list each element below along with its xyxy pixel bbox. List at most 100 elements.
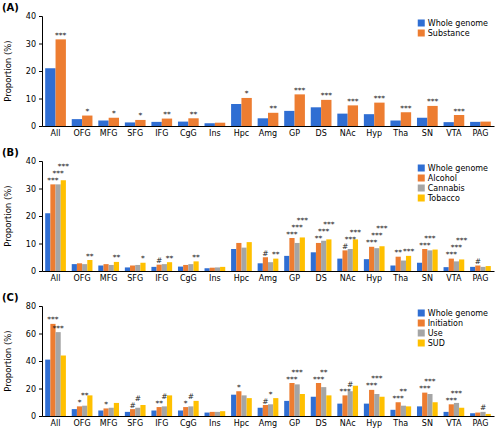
x-tick-label: CgG: [180, 274, 197, 283]
x-tick-label: CgG: [180, 129, 197, 138]
significance-mark: ***: [456, 236, 468, 245]
bar: [231, 104, 241, 126]
significance-mark: ***: [403, 247, 415, 256]
x-tick: Hyp: [366, 271, 382, 283]
x-tick: SFG: [127, 271, 143, 283]
x-tick: Amg: [259, 271, 277, 283]
bar: [353, 239, 358, 271]
y-tick-label: 20: [26, 212, 36, 221]
bar: [401, 261, 406, 271]
y-tick: 0: [31, 412, 42, 421]
y-tick-label: 40: [26, 157, 36, 166]
bar: [56, 39, 66, 126]
bar: [220, 411, 225, 416]
y-axis-line: [39, 307, 43, 417]
x-tick: SFG: [127, 126, 143, 138]
y-tick-mark: [39, 71, 42, 72]
bar: [130, 266, 135, 272]
bar: [459, 259, 464, 271]
x-tick-label: OFG: [74, 129, 91, 138]
y-tick-label: 40: [26, 12, 36, 21]
significance-mark: **: [190, 110, 198, 119]
bar: [273, 259, 278, 271]
x-tick: IFG: [155, 126, 168, 138]
panel: 010203040AllOFGMFGSFGIFGCgGInsHpcAmgGPDS…: [2, 147, 495, 283]
x-tick-label: Hpc: [234, 419, 250, 428]
y-tick-mark: [39, 126, 42, 127]
y-axis-title: Proportion (%): [3, 185, 13, 246]
x-tick: Ins: [209, 271, 221, 283]
significance-mark: **: [269, 104, 277, 113]
significance-mark: ***: [376, 224, 388, 233]
legend-item: SUD: [418, 339, 445, 348]
bar: [87, 260, 92, 271]
bar: [284, 256, 289, 271]
x-tick: All: [51, 416, 61, 428]
legend-swatch: [418, 340, 425, 347]
x-tick-label: Ins: [209, 274, 221, 283]
x-tick: SN: [422, 416, 433, 428]
x-tick-label: GP: [289, 274, 300, 283]
y-axis: 010203040: [26, 157, 43, 276]
bar: [135, 265, 140, 271]
legend-item: Tobacco: [418, 194, 460, 203]
x-tick-label: SFG: [127, 419, 143, 428]
y-tick-label: 30: [26, 40, 36, 49]
bar: [188, 406, 193, 416]
legend-swatch: [418, 320, 425, 327]
panel: 010203040AllOFGMFGSFGIFGCgGInsHpcAmgGPDS…: [2, 2, 495, 138]
bar: [268, 113, 278, 126]
x-tick-label: VTA: [446, 419, 462, 428]
bar: [396, 257, 401, 271]
significance-mark: **: [166, 254, 174, 263]
legend-swatch: [418, 195, 425, 202]
significance-mark: **: [272, 250, 280, 259]
bar: [406, 406, 411, 416]
bar: [247, 398, 252, 416]
bar: [364, 114, 374, 126]
x-tick: Ins: [209, 126, 221, 138]
y-tick-label: 10: [26, 95, 36, 104]
significance-mark: #: [475, 257, 481, 266]
bar: [353, 386, 358, 416]
plot-area: [45, 180, 491, 271]
x-tick-label: All: [51, 419, 61, 428]
significance-mark: **: [163, 110, 171, 119]
legend-item: Whole genome: [418, 164, 488, 173]
significance-mark: ***: [297, 216, 309, 225]
legend-swatch: [418, 165, 425, 172]
x-tick: SN: [422, 271, 433, 283]
legend: Whole genomeAlcoholCannabisTobacco: [418, 164, 488, 203]
y-tick: 40: [26, 157, 42, 166]
bar: [273, 398, 278, 416]
x-tick: CgG: [180, 416, 197, 428]
x-tick: OFG: [74, 271, 91, 283]
x-tick-label: PAG: [473, 419, 489, 428]
bar-series: [56, 332, 486, 416]
y-tick-mark: [39, 189, 42, 190]
bar-series: [56, 39, 491, 126]
y-tick-mark: [39, 16, 42, 17]
significance-mark: #: [262, 397, 268, 406]
panel-title: (C): [2, 292, 18, 303]
bar: [61, 180, 66, 271]
plot-area: [45, 324, 491, 416]
y-tick-mark: [39, 361, 42, 362]
y-tick-label: 40: [26, 357, 36, 366]
significance-mark: ***: [53, 324, 65, 333]
y-tick: 10: [26, 240, 42, 249]
x-tick-label: IFG: [155, 419, 168, 428]
bar: [295, 384, 300, 416]
x-axis-line: [43, 126, 495, 127]
bar: [449, 259, 454, 271]
significance-mark: #: [188, 392, 194, 401]
bar: [289, 383, 294, 416]
x-tick-label: MFG: [100, 274, 118, 283]
bar: [258, 118, 268, 126]
x-tick: Hpc: [234, 126, 250, 138]
bar: [82, 116, 92, 126]
bar: [300, 394, 305, 416]
bar: [72, 119, 82, 126]
bar-series: [45, 213, 475, 271]
bar: [427, 106, 437, 126]
